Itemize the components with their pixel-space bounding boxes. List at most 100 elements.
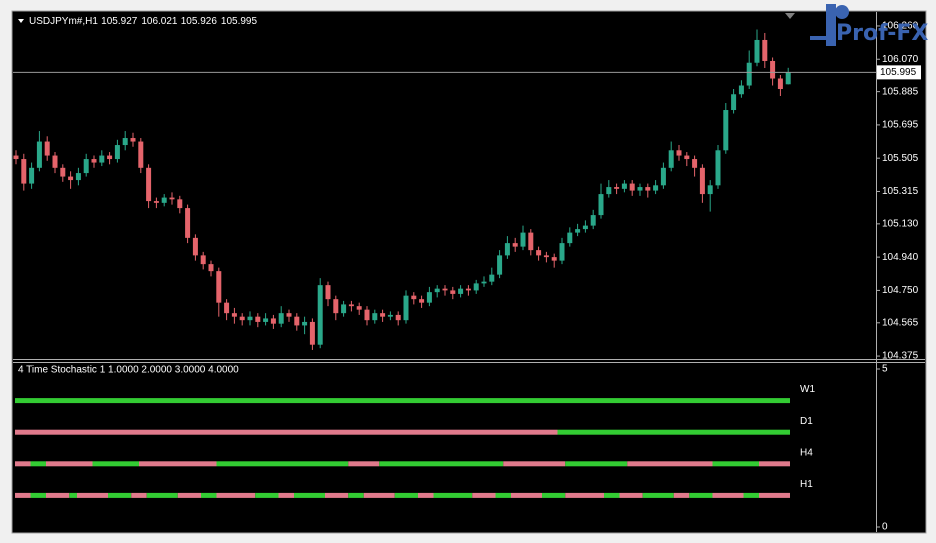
candle-body — [473, 283, 479, 291]
candle-body — [676, 150, 682, 156]
candle-body — [738, 85, 744, 95]
candle-body — [114, 145, 120, 160]
logo-figure — [826, 4, 836, 46]
candle-body — [512, 243, 518, 247]
candle-body — [707, 185, 713, 195]
state-segment — [759, 461, 790, 467]
series-label: W1 — [800, 384, 815, 395]
state-segment — [92, 461, 139, 467]
logo: Prof-FX — [810, 4, 928, 46]
candle-body — [317, 285, 323, 345]
state-segment — [759, 492, 790, 498]
candle-body — [606, 187, 612, 195]
state-segment — [30, 461, 46, 467]
candle-body — [567, 232, 573, 244]
candle-body — [536, 250, 542, 256]
state-segment — [712, 492, 744, 498]
candle-body — [44, 141, 50, 156]
candle-body — [52, 155, 58, 168]
candle-body — [341, 304, 347, 314]
state-segment — [15, 492, 31, 498]
candle-body — [543, 255, 549, 258]
candle-body — [356, 306, 362, 310]
candle-body — [99, 155, 105, 163]
candle-body — [278, 313, 284, 324]
candle-body — [13, 155, 19, 160]
candle-body — [192, 237, 198, 256]
state-segment — [394, 492, 418, 498]
plot: 106.260 106.070 105.885 105.695 105.505 105.3… — [13, 21, 921, 533]
y-tick-label: 105.315 — [882, 186, 919, 197]
candle-body — [325, 285, 331, 300]
candle-body — [177, 199, 183, 209]
state-segment — [379, 461, 504, 467]
state-segment — [255, 492, 279, 498]
state-segment — [712, 461, 759, 467]
candle-body — [575, 229, 581, 233]
state-segment — [743, 492, 759, 498]
candle-body — [29, 167, 35, 184]
state-segment — [294, 492, 325, 498]
candle-body — [411, 295, 417, 300]
logo-figure — [835, 5, 849, 19]
candle-body — [481, 281, 487, 284]
state-segment — [565, 492, 604, 498]
menu-arrow[interactable] — [18, 19, 24, 23]
state-segment — [495, 492, 511, 498]
state-segment — [619, 492, 643, 498]
candle-body — [122, 138, 128, 146]
candle-body — [216, 271, 222, 303]
candle-body — [231, 313, 237, 317]
candle-body — [161, 197, 167, 203]
candle-body — [614, 187, 620, 189]
candle-body — [645, 187, 651, 191]
candle-body — [504, 243, 510, 256]
state-segment — [363, 492, 395, 498]
state-segment — [201, 492, 217, 498]
symbol: USDJPYm#,H1 — [29, 16, 98, 27]
candle-body — [746, 62, 752, 86]
price-label: 105.995 — [880, 67, 917, 78]
candle-body — [551, 257, 557, 261]
y-tick-label: 104.565 — [882, 317, 919, 328]
candle-body — [754, 39, 760, 63]
state-segment — [542, 492, 566, 498]
state-segment — [511, 492, 542, 498]
candle-body — [442, 288, 448, 291]
candle-body — [309, 321, 315, 345]
candle-body — [731, 94, 737, 111]
candle-body — [660, 167, 666, 186]
candle-body — [302, 321, 308, 326]
candle-body — [395, 314, 401, 321]
state-segment — [348, 492, 364, 498]
candle-body — [590, 215, 596, 226]
candle-body — [777, 78, 783, 90]
candle-body — [653, 185, 659, 191]
y-tick-label: 105.695 — [882, 120, 919, 131]
logo-text: Prof-FX — [836, 21, 928, 46]
state-segment — [146, 492, 178, 498]
state-segment — [30, 492, 46, 498]
y-tick-label: 0 — [882, 522, 888, 533]
candle-body — [333, 299, 339, 314]
y-tick-label: 5 — [882, 364, 888, 375]
candle-body — [107, 155, 113, 160]
state-segment — [216, 492, 256, 498]
candle-body — [60, 167, 66, 177]
candle-body — [434, 288, 440, 293]
state-segment — [15, 461, 31, 467]
candle-body — [146, 167, 152, 202]
candle-body — [497, 255, 503, 275]
state-segment — [131, 492, 147, 498]
candle-body — [465, 288, 471, 291]
candle-body — [559, 243, 565, 261]
state-segment — [348, 461, 380, 467]
candle-body — [138, 141, 144, 168]
candle-body — [770, 60, 776, 79]
candle-body — [247, 316, 253, 321]
quote-high: 106.021 — [141, 16, 178, 27]
state-segment — [46, 461, 93, 467]
shift-marker — [785, 13, 795, 19]
candle-body — [286, 313, 292, 317]
